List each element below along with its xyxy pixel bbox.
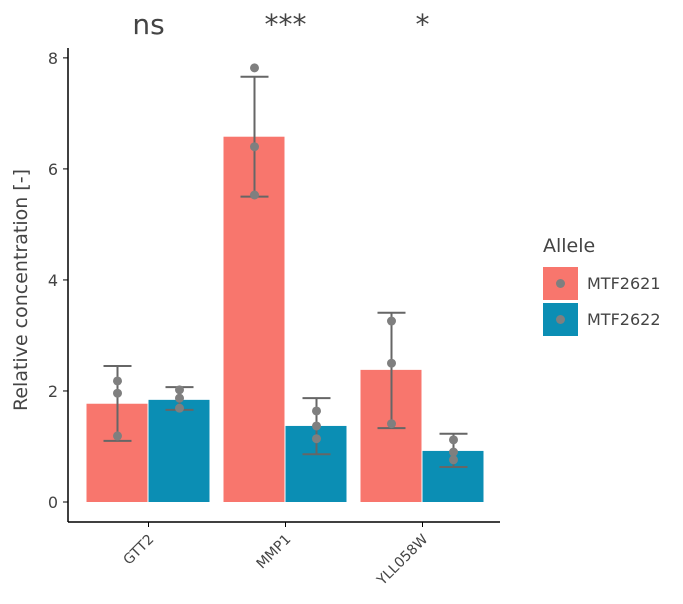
data-point: [449, 447, 458, 457]
data-point: [312, 406, 321, 416]
y-tick-label: 0: [48, 493, 58, 512]
legend-key-point: [556, 315, 565, 324]
legend-label: MTF2622: [587, 310, 661, 329]
y-tick-label: 2: [48, 382, 58, 401]
legend-label: MTF2621: [587, 274, 661, 293]
y-tick-label: 6: [48, 160, 58, 179]
data-point: [113, 388, 122, 398]
data-point: [449, 455, 458, 465]
data-point: [113, 431, 122, 441]
y-axis-label: Relative concentration [-]: [10, 169, 32, 411]
data-point: [175, 385, 184, 395]
significance: ***: [265, 8, 307, 41]
data-point: [250, 63, 259, 73]
legend-title: Allele: [543, 235, 595, 257]
x-tick-label: YLL058W: [374, 531, 432, 589]
legend-key-point: [556, 279, 565, 288]
data-point: [250, 190, 259, 200]
data-point: [312, 421, 321, 431]
data-point: [387, 316, 396, 326]
y-tick-label: 8: [48, 49, 58, 68]
x-tick-label: MMP1: [254, 532, 295, 573]
data-point: [113, 376, 122, 386]
y-tick-label: 4: [48, 271, 58, 290]
data-point: [175, 403, 184, 413]
data-point: [312, 434, 321, 444]
data-point: [250, 142, 259, 152]
significance: *: [416, 8, 430, 41]
bar: [148, 399, 210, 502]
x-tick-label: GTT2: [120, 532, 157, 569]
data-point: [387, 419, 396, 429]
data-point: [175, 393, 184, 403]
data-point: [387, 358, 396, 368]
significance: ns: [132, 8, 164, 41]
data-point: [449, 435, 458, 445]
